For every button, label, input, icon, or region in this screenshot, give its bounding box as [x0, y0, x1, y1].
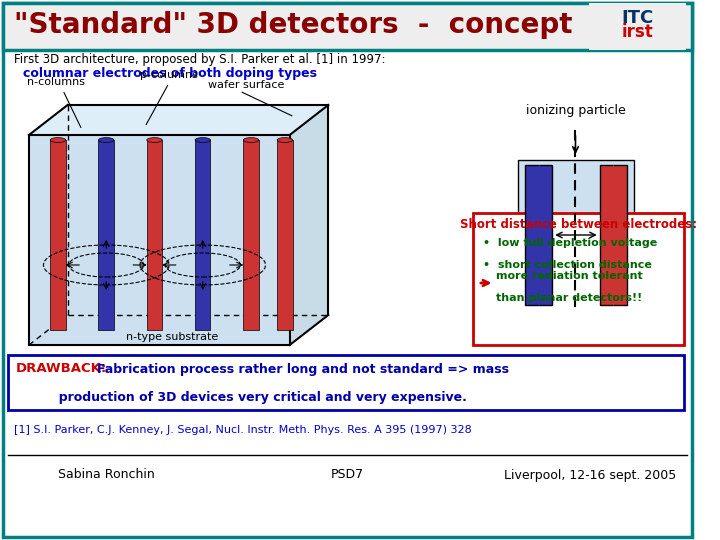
Text: than planar detectors!!: than planar detectors!!	[496, 293, 642, 303]
Ellipse shape	[243, 138, 258, 143]
Bar	[243, 140, 258, 330]
Bar	[3, 3, 693, 50]
FancyBboxPatch shape	[3, 3, 693, 537]
Polygon shape	[29, 135, 289, 345]
Text: •  low full depletion voltage: • low full depletion voltage	[483, 238, 657, 248]
Text: Short distance between electrodes:: Short distance between electrodes:	[460, 218, 697, 231]
Text: p-columns: p-columns	[140, 70, 198, 80]
Polygon shape	[289, 105, 328, 345]
Text: production of 3D devices very critical and very expensive.: production of 3D devices very critical a…	[15, 390, 467, 403]
Bar	[277, 140, 292, 330]
Polygon shape	[29, 315, 328, 345]
Ellipse shape	[50, 138, 66, 143]
Ellipse shape	[277, 138, 292, 143]
Text: Fabrication process rather long and not standard => mass: Fabrication process rather long and not …	[96, 362, 508, 375]
Ellipse shape	[147, 138, 162, 143]
Bar	[600, 165, 626, 305]
Bar	[195, 140, 210, 330]
Text: PSD7: PSD7	[331, 469, 364, 482]
Bar	[147, 140, 162, 330]
Bar	[518, 160, 634, 310]
Text: n-type substrate: n-type substrate	[126, 332, 218, 342]
Text: Liverpool, 12-16 sept. 2005: Liverpool, 12-16 sept. 2005	[504, 469, 676, 482]
Ellipse shape	[99, 138, 114, 143]
Text: irst: irst	[621, 23, 653, 41]
Text: ionizing particle: ionizing particle	[526, 104, 626, 117]
Bar	[526, 165, 552, 305]
Bar	[99, 140, 114, 330]
Text: Sabina Ronchin: Sabina Ronchin	[58, 469, 155, 482]
Text: ITC: ITC	[621, 9, 654, 27]
Text: "Standard" 3D detectors  -  concept: "Standard" 3D detectors - concept	[14, 11, 573, 39]
Polygon shape	[29, 105, 328, 135]
Text: First 3D architecture, proposed by S.I. Parker et al. [1] in 1997:: First 3D architecture, proposed by S.I. …	[14, 53, 386, 66]
Text: columnar electrodes of both doping types: columnar electrodes of both doping types	[23, 66, 318, 79]
FancyBboxPatch shape	[8, 355, 683, 410]
Text: [1] S.I. Parker, C.J. Kenney, J. Segal, Nucl. Instr. Meth. Phys. Res. A 395 (199: [1] S.I. Parker, C.J. Kenney, J. Segal, …	[14, 425, 472, 435]
Text: •  short collection distance: • short collection distance	[483, 260, 652, 270]
Bar	[589, 3, 685, 50]
Text: more radiation tolerant: more radiation tolerant	[496, 271, 643, 281]
Text: n-columns: n-columns	[27, 77, 85, 87]
FancyBboxPatch shape	[473, 213, 683, 345]
Text: wafer surface: wafer surface	[208, 80, 284, 90]
Text: DRAWBACK:: DRAWBACK:	[15, 362, 107, 375]
Ellipse shape	[195, 138, 210, 143]
Bar	[50, 140, 66, 330]
